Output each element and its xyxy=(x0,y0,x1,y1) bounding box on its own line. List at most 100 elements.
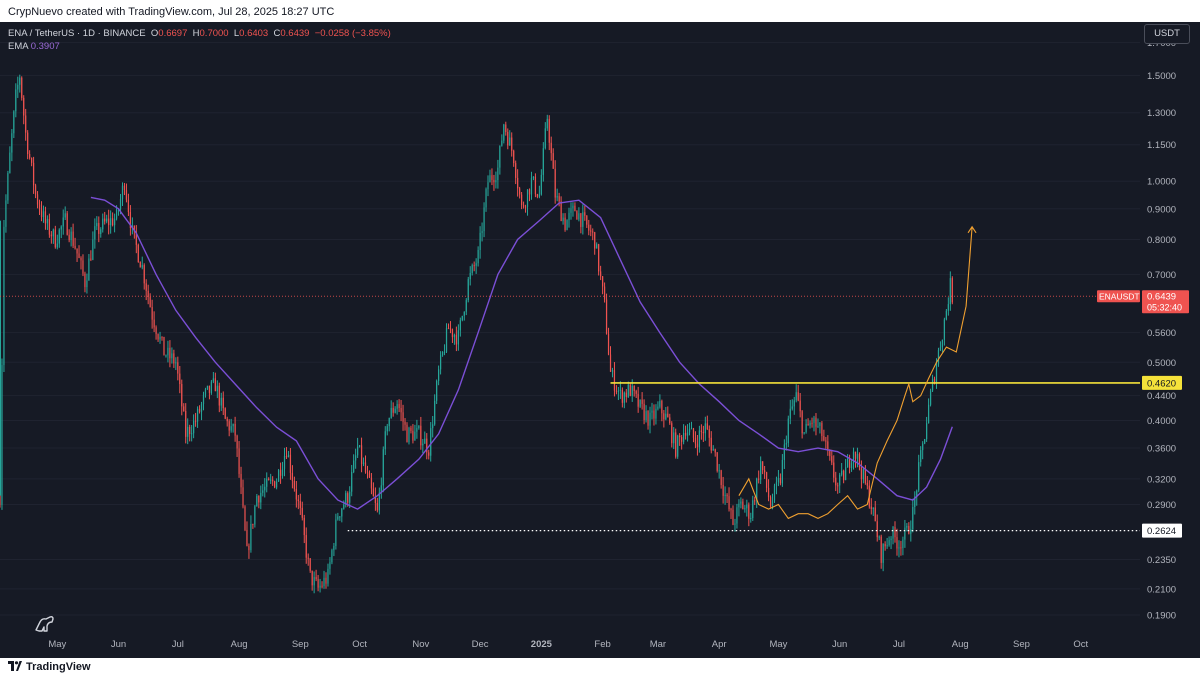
candle-body xyxy=(501,140,503,146)
candle-body xyxy=(943,319,946,340)
candle-body xyxy=(951,278,953,303)
time-tick-label: Jul xyxy=(172,639,184,650)
candle-body xyxy=(364,462,367,473)
candle-body xyxy=(783,444,785,460)
candle-body xyxy=(147,290,149,298)
candle-body xyxy=(438,369,440,381)
currency-button[interactable]: USDT xyxy=(1144,24,1190,44)
symbol-name[interactable]: ENA / TetherUS · 1D · BINANCE xyxy=(8,28,146,39)
candle-body xyxy=(600,271,602,277)
candle-body xyxy=(291,472,294,481)
candle-body xyxy=(11,133,13,153)
candle-body xyxy=(422,443,424,446)
time-axis[interactable]: May Jun Jul Aug Sep Oct Nov Dec 2025 Feb Mar Apr May… xyxy=(48,639,1088,650)
price-tick-label: 0.3600 xyxy=(1147,444,1176,455)
candle-body xyxy=(491,175,493,180)
candle-body xyxy=(927,404,930,424)
candle-body xyxy=(70,231,72,241)
candle-body xyxy=(200,403,203,412)
candle-body xyxy=(673,432,675,444)
candle-body xyxy=(872,507,874,510)
candle-body xyxy=(534,176,537,195)
candle-body xyxy=(811,422,813,424)
candle-body xyxy=(323,577,325,587)
candle-body xyxy=(469,272,471,280)
candle-body xyxy=(522,205,525,207)
candle-body xyxy=(370,477,373,489)
candle-body xyxy=(76,248,78,254)
candle-body xyxy=(7,173,9,201)
candle-body xyxy=(657,406,659,409)
candle-body xyxy=(481,231,483,233)
candle-body xyxy=(345,493,347,505)
candle-body xyxy=(805,423,807,433)
candle-body xyxy=(513,150,515,164)
price-tick-label: 0.2100 xyxy=(1147,584,1176,595)
candle-body xyxy=(789,408,791,419)
candle-body xyxy=(42,211,45,217)
candle-body xyxy=(651,410,653,413)
candle-body xyxy=(21,77,23,98)
candle-body xyxy=(918,462,920,491)
candle-body xyxy=(179,373,181,385)
candle-body xyxy=(574,205,576,212)
candle-body xyxy=(191,433,193,435)
candle-body xyxy=(781,459,784,484)
candle-body xyxy=(633,385,635,391)
price-chart[interactable]: 1.70001.50001.30001.15001.00000.90000.80… xyxy=(0,22,1200,658)
candle-body xyxy=(125,190,128,200)
candles xyxy=(0,74,953,594)
candle-body xyxy=(554,168,556,198)
time-tick-label: Aug xyxy=(231,639,248,650)
projection-path xyxy=(738,225,977,520)
ema-legend[interactable]: EMA 0.3907 xyxy=(8,41,60,52)
time-tick-label: Apr xyxy=(712,639,727,650)
candle-body xyxy=(744,508,746,510)
candle-body xyxy=(540,174,542,195)
candle-body xyxy=(643,403,645,421)
candle-body xyxy=(80,257,82,261)
candle-body xyxy=(520,194,523,206)
candle-body xyxy=(564,217,566,231)
candle-body xyxy=(586,215,588,225)
candle-body xyxy=(463,311,465,316)
candle-body xyxy=(499,145,501,168)
candle-body xyxy=(327,568,329,584)
projection-line xyxy=(738,226,973,520)
dino-logo-icon xyxy=(35,616,54,632)
candle-body xyxy=(177,362,179,374)
candle-body xyxy=(716,452,718,471)
candle-body xyxy=(347,493,349,503)
candle-body xyxy=(736,507,738,524)
price-tick-label: 1.1500 xyxy=(1147,140,1176,151)
candle-body xyxy=(694,437,697,444)
time-tick-label: Oct xyxy=(352,639,367,650)
candle-body xyxy=(232,423,234,427)
candle-body xyxy=(835,477,837,486)
candle-body xyxy=(110,218,112,226)
candle-body xyxy=(17,84,19,90)
candle-body xyxy=(104,218,106,222)
candle-body xyxy=(730,509,732,511)
candle-body xyxy=(368,473,371,478)
candle-body xyxy=(248,545,250,551)
candle-body xyxy=(163,336,165,356)
candle-body xyxy=(700,430,702,433)
time-tick-label: May xyxy=(48,639,66,650)
candle-body xyxy=(374,496,377,503)
candle-body xyxy=(892,526,894,539)
candle-body xyxy=(451,329,454,338)
candle-body xyxy=(38,204,41,210)
price-tick-label: 0.4000 xyxy=(1147,416,1176,427)
candle-body xyxy=(485,189,487,208)
price-axis[interactable]: 1.70001.50001.30001.15001.00000.90000.80… xyxy=(1147,38,1176,621)
candle-body xyxy=(441,352,444,356)
candle-body xyxy=(477,250,479,264)
chart-panel[interactable]: 1.70001.50001.30001.15001.00000.90000.80… xyxy=(0,22,1200,658)
candle-body xyxy=(726,494,728,497)
candle-body xyxy=(362,462,365,464)
candle-body xyxy=(293,480,295,489)
candle-body xyxy=(858,454,861,468)
candle-body xyxy=(890,538,892,541)
